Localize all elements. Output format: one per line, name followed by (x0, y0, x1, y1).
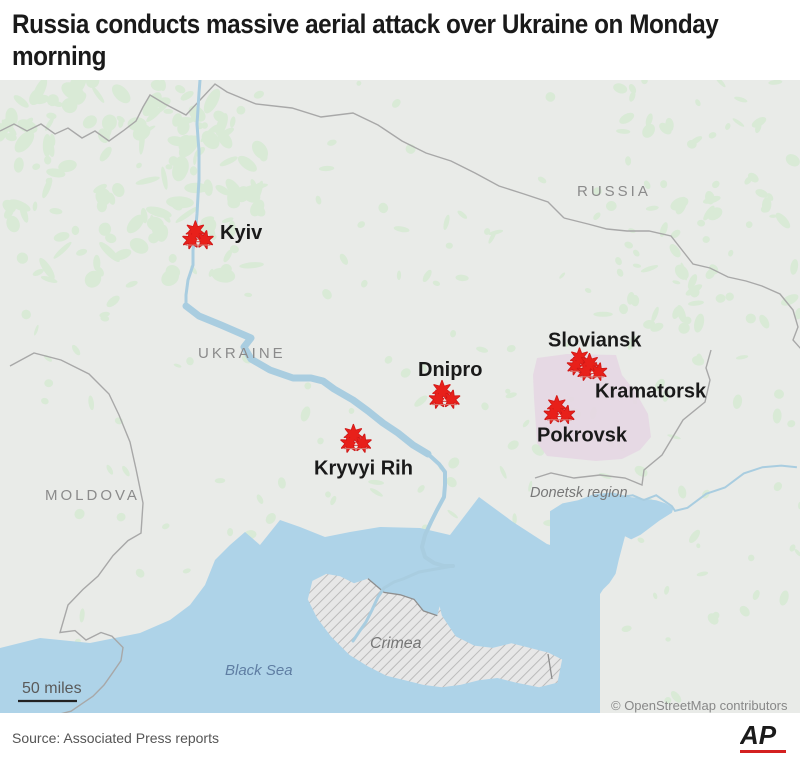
svg-text:Kryvyi Rih: Kryvyi Rih (314, 457, 413, 479)
svg-text:AP: AP (740, 722, 777, 750)
svg-text:© OpenStreetMap contributors: © OpenStreetMap contributors (611, 698, 788, 713)
svg-text:Black Sea: Black Sea (225, 662, 293, 679)
svg-text:Dnipro: Dnipro (418, 359, 482, 381)
svg-text:Pokrovsk: Pokrovsk (537, 424, 628, 446)
svg-text:50 miles: 50 miles (22, 680, 82, 697)
svg-text:RUSSIA: RUSSIA (577, 183, 651, 200)
svg-text:Sloviansk: Sloviansk (548, 330, 642, 352)
svg-text:Kyiv: Kyiv (220, 222, 263, 244)
svg-text:Kramatorsk: Kramatorsk (595, 381, 707, 403)
svg-text:MOLDOVA: MOLDOVA (45, 487, 140, 504)
svg-text:Crimea: Crimea (370, 635, 422, 652)
svg-text:Donetsk region: Donetsk region (530, 485, 628, 501)
svg-text:UKRAINE: UKRAINE (198, 345, 286, 362)
